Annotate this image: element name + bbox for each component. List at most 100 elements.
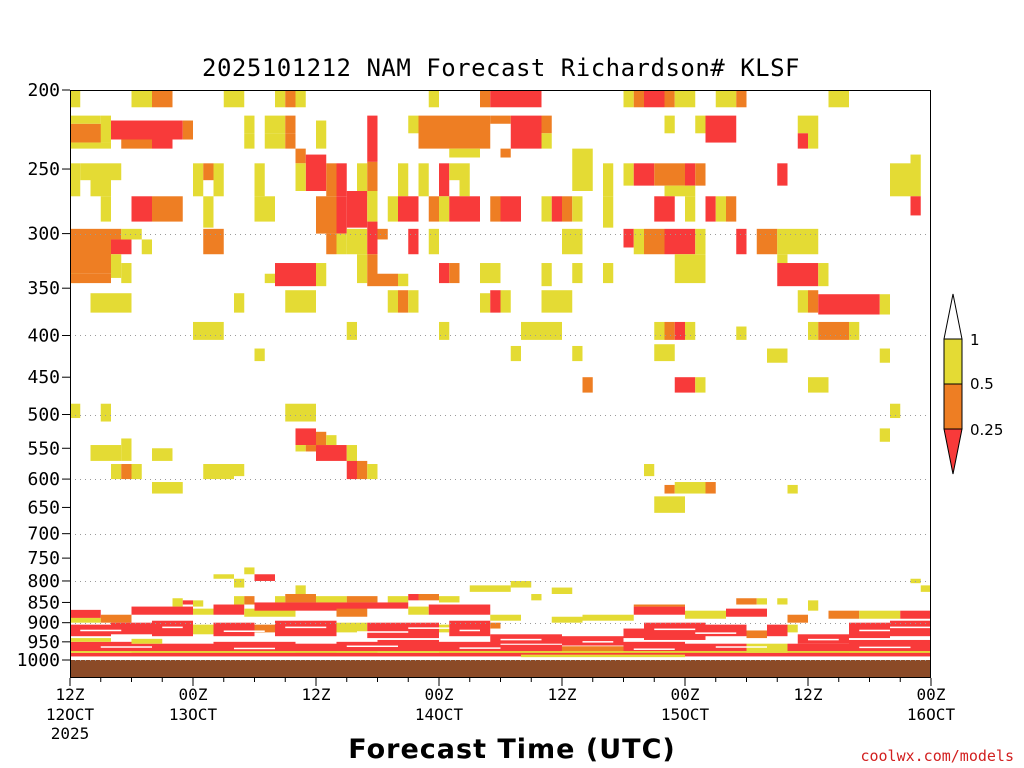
ri-cell-red — [398, 196, 419, 222]
ri-cell-orange — [203, 228, 224, 255]
ri-cell-red — [346, 190, 368, 228]
ri-cell-yellow — [244, 567, 255, 575]
ri-cell-yellow — [131, 464, 142, 480]
ri-cell-red — [562, 636, 624, 646]
richardson-cells — [70, 90, 931, 658]
ri-cell-yellow — [685, 321, 696, 340]
ri-cell-yellow — [603, 163, 614, 197]
ri-cell-orange — [70, 273, 111, 284]
ri-cell-yellow — [746, 643, 788, 653]
ri-cell-orange — [336, 606, 368, 617]
ri-cell-red — [685, 163, 696, 186]
ri-cell-yellow — [715, 196, 726, 222]
x-tick-label-date: 12OCT — [46, 705, 95, 724]
ri-cell-red — [131, 606, 193, 615]
ri-cell-yellow — [674, 482, 706, 494]
ri-cell-orange — [633, 90, 644, 108]
ri-cell-yellow — [398, 273, 409, 287]
x-tick-label-time: 00Z — [917, 685, 946, 704]
x-tick-label-time: 00Z — [671, 685, 700, 704]
ri-cell-yellow — [275, 115, 286, 134]
ri-cell-orange — [377, 273, 398, 287]
ri-cell-orange — [541, 115, 552, 134]
ri-cell-yellow — [203, 196, 214, 228]
ri-cell-orange — [808, 290, 819, 313]
ri-cell-yellow — [316, 263, 327, 287]
ri-cell-yellow — [674, 254, 706, 284]
ri-cell-yellow — [193, 163, 204, 197]
legend-arrow-top — [943, 293, 963, 340]
y-tick-label: 650 — [27, 497, 60, 518]
ri-cell-orange — [736, 598, 757, 605]
ri-cell-yellow — [80, 163, 91, 181]
x-tick-label-date: 13OCT — [169, 705, 218, 724]
ri-cell-yellow — [193, 608, 214, 615]
ri-cell-red — [111, 239, 132, 255]
y-tick-label: 1000 — [17, 650, 60, 671]
ri-cell-orange — [644, 228, 665, 255]
ri-cell-yellow — [808, 115, 819, 149]
ri-cell-yellow — [510, 345, 521, 362]
cell-gap — [890, 626, 931, 629]
cell-gap — [859, 646, 911, 649]
ri-cell-yellow — [582, 614, 603, 621]
ri-cell-yellow — [131, 638, 163, 644]
ri-cell-orange — [254, 624, 275, 633]
ri-cell-red — [449, 620, 491, 637]
ri-cell-yellow — [275, 596, 286, 603]
ri-cell-orange — [664, 90, 675, 108]
ri-cell-yellow — [715, 90, 737, 108]
ri-cell-yellow — [121, 263, 132, 284]
ri-cell-red — [510, 115, 542, 149]
ri-cell-orange — [316, 431, 327, 446]
ri-cell-orange — [244, 596, 255, 605]
ri-cell-yellow — [357, 163, 368, 197]
ri-cell-red — [111, 622, 152, 635]
ri-cell-red — [152, 620, 193, 637]
cell-gap — [100, 646, 152, 648]
legend-label-0.25: 0.25 — [970, 421, 1003, 439]
ri-cell-yellow — [859, 610, 901, 619]
ri-cell-yellow — [572, 196, 583, 222]
ri-cell-yellow — [70, 651, 931, 653]
x-tick-label-time: 12Z — [548, 685, 577, 704]
ri-cell-red — [777, 163, 788, 186]
ri-cell-yellow — [111, 464, 122, 480]
ri-cell-yellow — [203, 464, 234, 480]
ri-cell-orange — [346, 596, 378, 603]
ri-cell-red — [705, 115, 737, 143]
ri-cell-yellow — [541, 263, 552, 287]
ri-cell-red — [111, 120, 183, 140]
ri-cell-yellow — [295, 90, 306, 108]
ri-cell-yellow — [254, 196, 275, 222]
cell-gaps — [80, 626, 931, 650]
ri-cell-yellow — [408, 606, 429, 615]
cell-gap — [285, 626, 327, 629]
ri-cell-yellow — [100, 403, 111, 422]
ri-cell-yellow — [562, 228, 583, 255]
ri-cell-orange — [121, 464, 132, 480]
ri-cell-yellow — [285, 290, 316, 313]
ri-cell-yellow — [767, 348, 788, 363]
ri-cell-orange — [736, 90, 747, 108]
cell-gap — [346, 645, 398, 648]
ri-cell-yellow — [623, 90, 634, 108]
ri-cell-yellow — [244, 133, 255, 149]
ri-cell-red — [367, 622, 439, 639]
ri-cell-orange — [664, 484, 675, 494]
ri-cell-yellow — [254, 348, 265, 362]
ri-cell-red — [316, 445, 347, 461]
ri-cell-red — [182, 600, 193, 605]
ri-cell-yellow — [70, 142, 111, 149]
ri-cell-yellow — [490, 614, 521, 621]
plot-area — [70, 90, 931, 678]
ri-cell-yellow — [603, 263, 614, 284]
ri-cell-yellow — [100, 196, 111, 222]
ri-cell-yellow — [879, 348, 890, 363]
ri-cell-yellow — [346, 445, 357, 461]
ri-cell-yellow — [213, 163, 224, 197]
ri-cell-red — [726, 608, 767, 617]
ri-cell-red — [664, 228, 696, 255]
cell-gap — [234, 647, 275, 650]
cell-gap — [80, 629, 122, 632]
